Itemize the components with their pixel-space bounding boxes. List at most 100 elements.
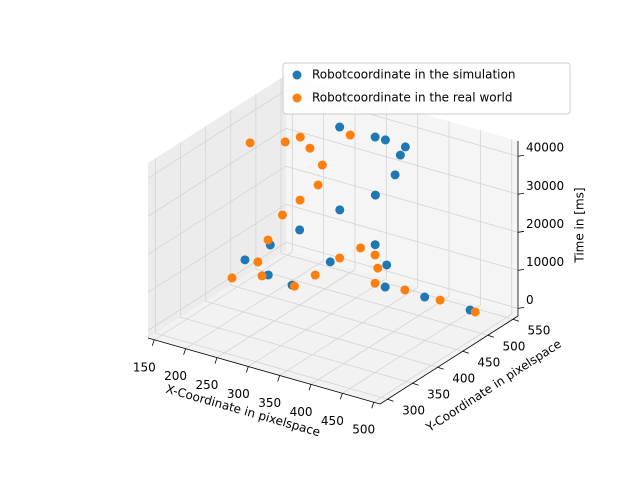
legend-marker [292, 93, 302, 103]
data-point [370, 278, 380, 288]
grid-line [180, 316, 413, 384]
grid-line [185, 260, 324, 350]
data-point [310, 270, 320, 280]
y-tick-label: 300 [402, 404, 425, 418]
legend-box [282, 62, 571, 115]
data-point [400, 142, 410, 152]
grid-line [147, 242, 287, 331]
y-tick [462, 350, 469, 354]
y-tick-label: 400 [452, 372, 475, 386]
grid-line [255, 268, 489, 336]
data-point [370, 190, 380, 200]
data-point [335, 253, 345, 263]
data-point [435, 295, 445, 305]
legend: Robotcoordinate in the simulation Robotco… [282, 62, 571, 115]
x-tick-label: 150 [133, 360, 156, 374]
grid-line [147, 165, 287, 255]
z-tick [517, 192, 525, 195]
data-point [370, 132, 380, 142]
x-tick-label: 500 [352, 423, 375, 437]
data-point [295, 132, 305, 142]
z-tick [517, 268, 525, 271]
data-point [289, 281, 299, 291]
points [227, 122, 480, 317]
data-point [280, 137, 290, 147]
grid-line [230, 284, 463, 352]
x-tick-label: 250 [196, 378, 219, 392]
x-tick [371, 402, 375, 409]
legend-label: Robotcoordinate in the real world [312, 91, 512, 105]
grid-line [285, 242, 519, 309]
y-tick [387, 398, 394, 402]
data-point [257, 271, 267, 281]
x-tick [339, 393, 343, 400]
data-point [227, 273, 237, 283]
y-tick-label: 550 [528, 324, 551, 338]
grid-line [155, 332, 388, 400]
grid-line [279, 287, 418, 376]
data-point [253, 257, 263, 267]
data-point [295, 195, 305, 205]
data-point [370, 240, 380, 250]
data-point [335, 122, 345, 132]
data-point [370, 250, 380, 260]
data-point [400, 285, 410, 295]
z-tick-label: 10000 [526, 255, 564, 269]
z-tick [517, 154, 525, 157]
x-tick [308, 384, 312, 391]
data-point [313, 180, 323, 190]
floor-pane [148, 250, 518, 404]
data-point [382, 260, 392, 270]
z-tick [517, 306, 525, 309]
y-tick [512, 318, 520, 322]
data-point [373, 263, 383, 273]
x-tick-label: 200 [164, 369, 187, 383]
grid-line [285, 165, 519, 233]
data-point [317, 160, 327, 170]
data-point [245, 138, 255, 148]
y-tick-label: 350 [427, 388, 450, 402]
grid-line [147, 127, 287, 217]
grid-line [147, 204, 287, 293]
data-point [380, 135, 390, 145]
data-point [295, 225, 305, 235]
data-point [420, 292, 430, 302]
z-tick-label: 40000 [526, 141, 564, 155]
y-tick [412, 382, 419, 386]
y-axis-line [379, 315, 519, 405]
z-tick-label: 0 [526, 293, 534, 307]
x-tick-label: 300 [227, 387, 250, 401]
y-tick [437, 366, 444, 370]
grid-line [205, 300, 438, 368]
data-point [356, 243, 366, 253]
y-tick-label: 450 [477, 356, 500, 370]
z-axis-label: Time in [ms] [573, 187, 587, 263]
legend-label: Robotcoordinate in the simulation [312, 68, 515, 82]
z-tick [517, 230, 525, 233]
grid-line [216, 269, 356, 358]
x-axis-line [147, 337, 381, 405]
data-point [390, 170, 400, 180]
grid-line [373, 313, 512, 403]
data-point [277, 210, 287, 220]
x-tick-label: 450 [321, 414, 344, 428]
x-tick-label: 350 [258, 396, 281, 410]
data-point [335, 205, 345, 215]
data-point [240, 255, 250, 265]
x-tick-label: 400 [290, 405, 313, 419]
z-tick-label: 20000 [526, 217, 564, 231]
grid-line [154, 251, 293, 341]
y-tick-label: 500 [502, 340, 525, 354]
data-point [345, 130, 355, 140]
x-tick [277, 375, 281, 382]
grid-line [147, 89, 287, 179]
grid-line [310, 296, 450, 385]
panes [148, 75, 518, 404]
x-tick [151, 339, 155, 346]
data-point [263, 235, 273, 245]
x-tick [183, 348, 187, 355]
data-point [305, 143, 315, 153]
grid-line [342, 304, 481, 394]
axes: 1502002503003504004505003003504004505005… [133, 141, 564, 437]
